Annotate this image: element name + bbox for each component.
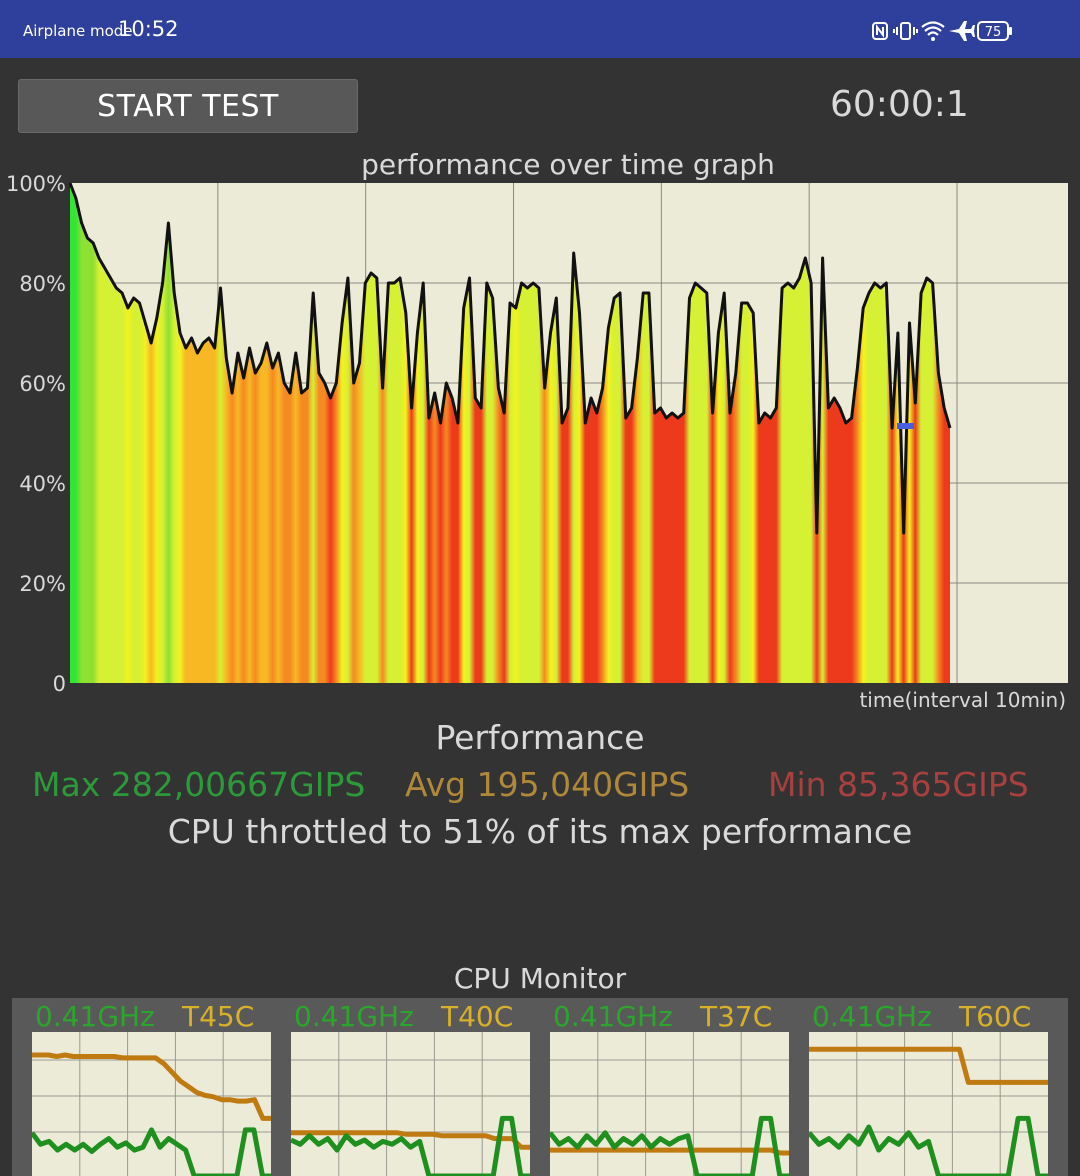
core-graph-background (291, 1032, 530, 1176)
nfc-icon (872, 22, 888, 40)
core-graph (32, 1032, 271, 1176)
airplane-icon (949, 21, 975, 41)
core-frequency: 0.41GHz (294, 1000, 414, 1033)
core-temperature: T40C (441, 1000, 514, 1033)
y-tick-label: 100% (6, 172, 66, 196)
performance-heading: Performance (435, 718, 645, 757)
core-frequency: 0.41GHz (35, 1000, 155, 1033)
throttle-summary: CPU throttled to 51% of its max performa… (167, 812, 913, 851)
current-marker (897, 423, 914, 429)
cpu-core-2: 0.41GHz T40C (271, 998, 530, 1176)
vibrate-icon (893, 22, 918, 40)
status-time: 10:52 (118, 17, 179, 41)
core-graph (550, 1032, 789, 1176)
core-frequency: 0.41GHz (553, 1000, 673, 1033)
status-mode-label: Airplane mode (23, 22, 133, 40)
wifi-icon (921, 21, 945, 41)
core-temperature-line (809, 1046, 1048, 1085)
cpu-core-4: 0.41GHz T60C (789, 998, 1048, 1176)
core-graph (291, 1032, 530, 1176)
core-graph (809, 1032, 1048, 1176)
battery-icon: 75 (977, 21, 1012, 41)
y-tick-label: 20% (19, 572, 66, 596)
performance-graph: performance over time graph 0 20% 40% 60% 80… (6, 148, 1068, 712)
core-temperature-line (291, 1130, 530, 1150)
status-icons: 75 (872, 21, 1012, 41)
core-temperature: T45C (182, 1000, 255, 1033)
x-axis-label: time(interval 10min) (859, 688, 1066, 712)
core-temperature-line (550, 1147, 789, 1156)
core-temperature: T37C (700, 1000, 773, 1033)
core-frequency-line (550, 1115, 789, 1176)
avg-performance: Avg 195,040GIPS (405, 765, 690, 804)
y-tick-label: 40% (19, 472, 66, 496)
core-frequency-line (32, 1127, 271, 1176)
cpu-core-1: 0.41GHz T45C (12, 998, 271, 1176)
cpu-monitor-title: CPU Monitor (453, 962, 627, 995)
core-frequency-line (291, 1115, 530, 1176)
graph-title: performance over time graph (361, 148, 775, 181)
y-tick-label: 60% (19, 372, 66, 396)
core-temperature-line (32, 1052, 271, 1121)
core-frequency-line (809, 1115, 1048, 1176)
y-tick-label: 80% (19, 272, 66, 296)
battery-level: 75 (985, 25, 1002, 40)
min-performance: Min 85,365GIPS (768, 765, 1029, 804)
performance-line (68, 182, 952, 535)
core-temperature: T60C (959, 1000, 1032, 1033)
core-graph-background (809, 1032, 1048, 1176)
y-tick-label: 0 (53, 672, 66, 696)
max-performance: Max 282,00667GIPS (32, 765, 366, 804)
start-test-button[interactable]: START TEST (18, 79, 358, 133)
cpu-core-3: 0.41GHz T37C (530, 998, 789, 1176)
cpu-monitor: 0.41GHz T45C 0.41GHz T40C 0.41GHz T37C 0… (12, 998, 1068, 1176)
y-axis-ticks: 0 20% 40% 60% 80% 100% (6, 172, 66, 696)
core-frequency: 0.41GHz (812, 1000, 932, 1033)
test-timer: 60:00:1 (830, 84, 969, 125)
status-bar: Airplane mode 10:52 75 (0, 0, 1080, 58)
